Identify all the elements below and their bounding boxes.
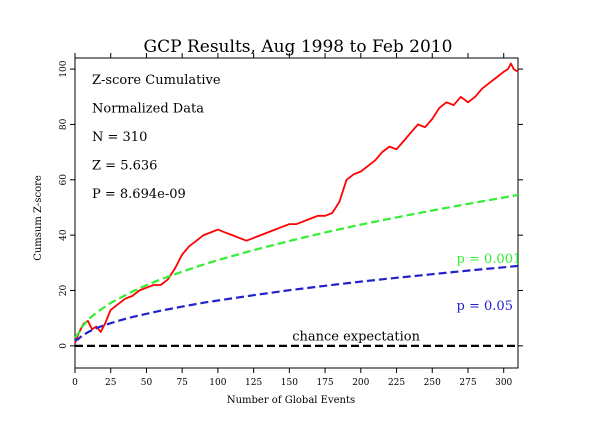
plot-frame	[74, 57, 519, 369]
x-tick-label: 300	[495, 378, 512, 388]
x-tick-label: 275	[459, 378, 476, 388]
chart-title: GCP Results, Aug 1998 to Feb 2010	[144, 37, 453, 57]
y-tick-label: 100	[59, 60, 69, 77]
x-tick-label: 75	[176, 378, 188, 388]
y-tick-label: 60	[59, 174, 69, 186]
x-tick-label: 250	[424, 378, 441, 388]
y-tick-label: 80	[59, 118, 69, 130]
series-label-3: chance expectation	[292, 329, 420, 344]
stat-line: Z = 5.636	[92, 159, 157, 174]
x-tick-label: 200	[352, 378, 369, 388]
series-line-0	[74, 62, 519, 344]
x-tick-label: 100	[209, 378, 226, 388]
x-tick-label: 125	[245, 378, 262, 388]
x-tick-label: 0	[72, 378, 78, 388]
series-line-1	[74, 193, 519, 339]
plot-area: 0 25 50 75 100 125 150 175 200 225 250 275 300 0 20 40 6…	[59, 53, 523, 388]
series-label-1: p = 0.001	[457, 252, 522, 267]
series-label-2: p = 0.05	[457, 299, 513, 314]
x-tick-label: 150	[281, 378, 298, 388]
y-tick-label: 40	[59, 229, 69, 241]
y-tick-label: 0	[59, 343, 69, 349]
stat-line: Z-score Cumulative	[92, 73, 221, 88]
x-tick-label: 25	[105, 378, 117, 388]
x-tick-label: 225	[388, 378, 405, 388]
series-line-2	[74, 264, 519, 342]
stat-line: P = 8.694e-09	[92, 187, 186, 202]
y-axis-label: Cumsum Z-score	[33, 175, 44, 261]
x-tick-label: 175	[316, 378, 333, 388]
x-axis-label: Number of Global Events	[227, 395, 355, 406]
y-tick-label: 20	[59, 285, 69, 297]
x-tick-label: 50	[141, 378, 153, 388]
stat-line: N = 310	[92, 130, 147, 145]
stat-line: Normalized Data	[92, 102, 204, 117]
